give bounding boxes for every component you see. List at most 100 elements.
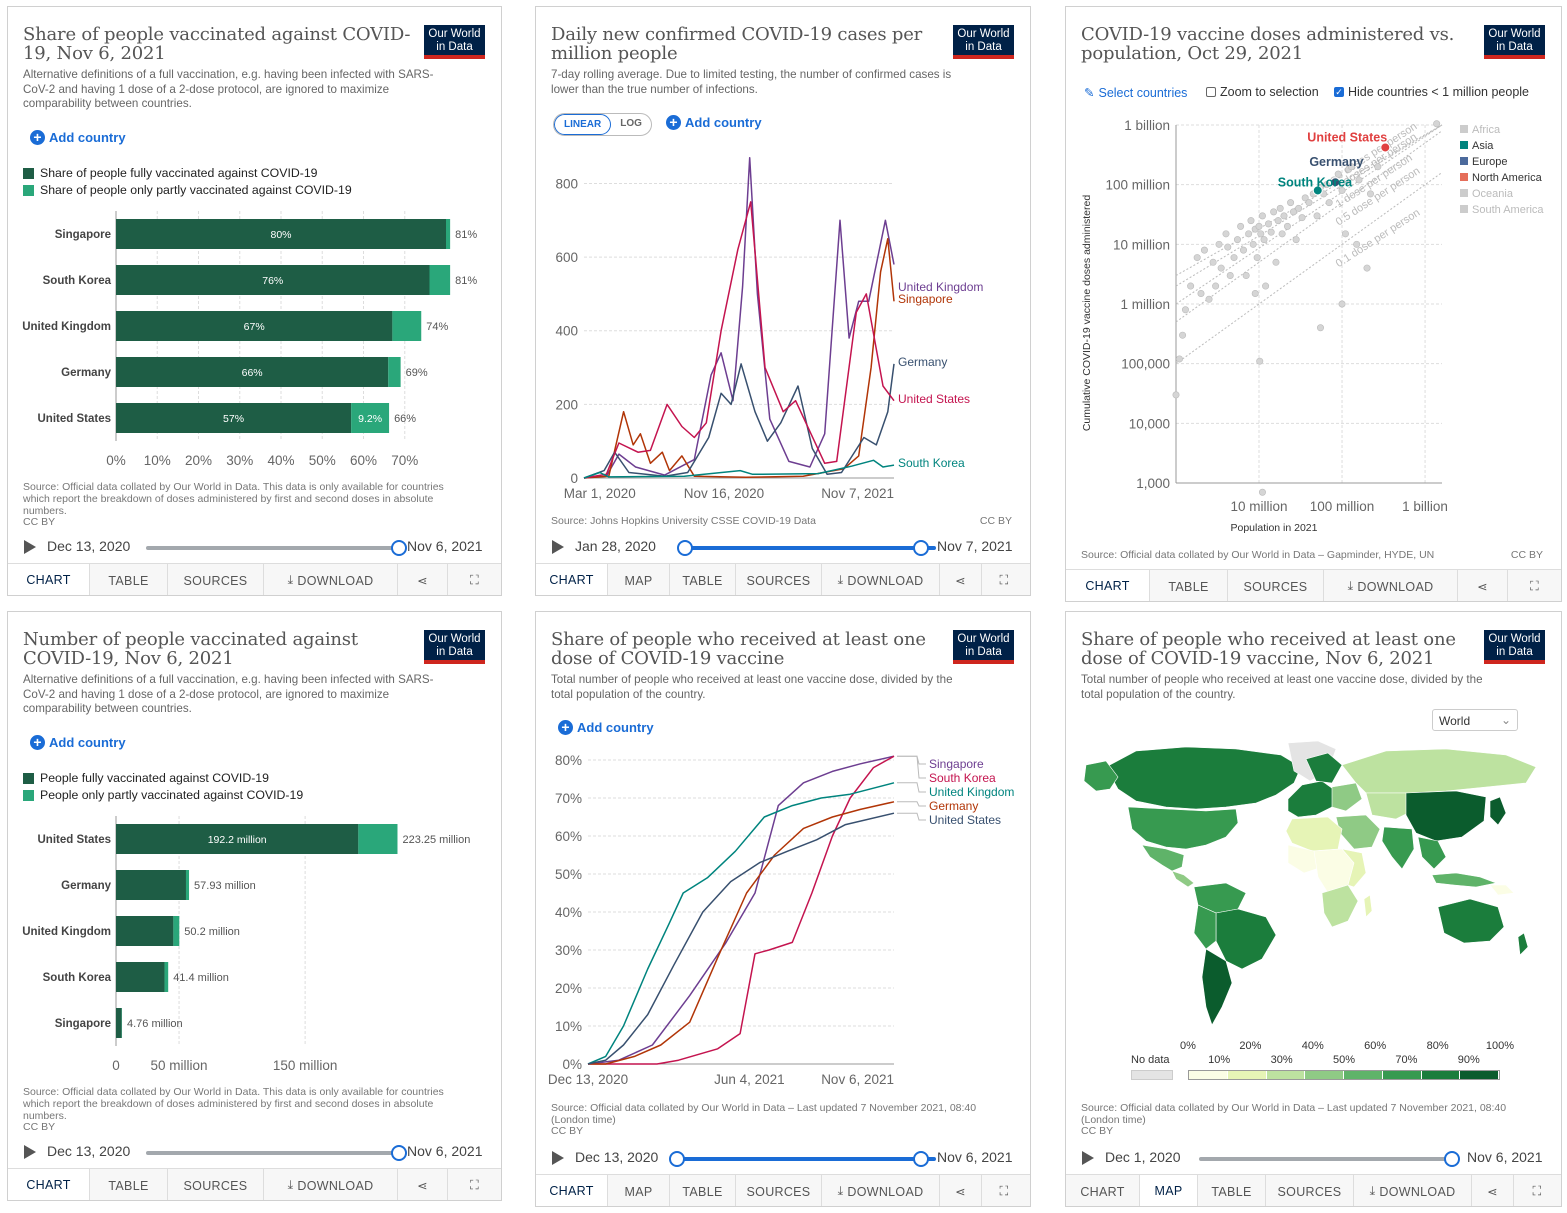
play-icon[interactable] bbox=[1082, 1151, 1094, 1165]
add-country-button[interactable]: + Add country bbox=[558, 720, 654, 735]
legend-swatch bbox=[23, 772, 34, 784]
timeline-handle-end[interactable] bbox=[913, 1151, 929, 1167]
tab-download[interactable]: ⤓ DOWNLOAD bbox=[1354, 1175, 1472, 1206]
download-icon: ⤓ bbox=[837, 573, 844, 587]
timeline-handle-end[interactable] bbox=[913, 540, 929, 556]
tab-map[interactable]: MAP bbox=[608, 564, 670, 595]
share-icon[interactable]: ⋖ bbox=[1472, 1175, 1514, 1206]
tab-chart[interactable]: CHART bbox=[8, 1169, 90, 1200]
map-madagascar bbox=[1363, 894, 1373, 918]
legend-item-fully[interactable]: Share of people fully vaccinated against… bbox=[23, 166, 318, 180]
add-country-button[interactable]: + Add country bbox=[30, 130, 126, 145]
zoom-to-selection-checkbox[interactable]: Zoom to selection bbox=[1206, 85, 1319, 99]
select-countries-button[interactable]: ✎ Select countries bbox=[1084, 85, 1188, 101]
bar-segment bbox=[446, 219, 451, 249]
timeline[interactable]: Dec 13, 2020 Nov 6, 2021 bbox=[23, 537, 486, 557]
scatter-point bbox=[1205, 295, 1213, 303]
timeline-track[interactable] bbox=[684, 546, 936, 550]
play-icon[interactable] bbox=[24, 1145, 36, 1159]
legend-item-partly[interactable]: Share of people only partly vaccinated a… bbox=[23, 183, 352, 197]
share-icon[interactable]: ⋖ bbox=[1458, 570, 1508, 601]
tab-sources[interactable]: SOURCES bbox=[168, 1169, 264, 1200]
tab-chart[interactable]: CHART bbox=[536, 1175, 608, 1206]
timeline-handle[interactable] bbox=[391, 540, 407, 556]
tab-table[interactable]: TABLE bbox=[1150, 570, 1228, 601]
play-icon[interactable] bbox=[24, 540, 36, 554]
y-tick-label: 80% bbox=[555, 753, 582, 768]
tab-map[interactable]: MAP bbox=[608, 1175, 670, 1206]
world-map[interactable] bbox=[1066, 737, 1562, 1067]
scatter-point bbox=[1212, 282, 1220, 290]
map-japan-korea bbox=[1489, 796, 1507, 826]
scatter-point bbox=[1209, 258, 1217, 266]
owid-logo[interactable]: Our World in Data bbox=[1484, 25, 1545, 59]
owid-logo[interactable]: Our World in Data bbox=[424, 630, 485, 664]
timeline[interactable]: Dec 1, 2020 Nov 6, 2021 bbox=[1081, 1148, 1546, 1168]
tab-table[interactable]: TABLE bbox=[1198, 1175, 1266, 1206]
timeline[interactable]: Dec 13, 2020 Nov 6, 2021 bbox=[23, 1142, 486, 1162]
timeline-track[interactable] bbox=[676, 1157, 936, 1161]
hide-small-countries-checkbox[interactable]: ✓ Hide countries < 1 million people bbox=[1334, 85, 1530, 99]
share-icon[interactable]: ⋖ bbox=[940, 1175, 982, 1206]
owid-logo[interactable]: Our World in Data bbox=[424, 25, 485, 59]
legend-item-fully[interactable]: People fully vaccinated against COVID-19 bbox=[23, 771, 269, 785]
owid-logo[interactable]: Our World in Data bbox=[1484, 630, 1545, 664]
timeline-handle[interactable] bbox=[391, 1145, 407, 1161]
play-icon[interactable] bbox=[552, 1151, 564, 1165]
legend-item-partly[interactable]: People only partly vaccinated against CO… bbox=[23, 788, 303, 802]
timeline-handle-start[interactable] bbox=[677, 540, 693, 556]
fullscreen-icon[interactable]: ⛶ bbox=[1529, 579, 1540, 593]
tab-chart[interactable]: CHART bbox=[8, 564, 90, 595]
fullscreen-icon[interactable]: ⛶ bbox=[1532, 1184, 1542, 1198]
owid-logo[interactable]: Our World in Data bbox=[953, 25, 1014, 59]
fullscreen-icon[interactable]: ⛶ bbox=[469, 573, 480, 587]
share-icon[interactable]: ⋖ bbox=[940, 564, 982, 595]
tab-map[interactable]: MAP bbox=[1140, 1175, 1198, 1206]
share-icon[interactable]: ⋖ bbox=[398, 1169, 448, 1200]
scale-linear-button[interactable]: LINEAR bbox=[554, 114, 612, 135]
tab-sources[interactable]: SOURCES bbox=[736, 564, 822, 595]
tab-sources[interactable]: SOURCES bbox=[736, 1175, 822, 1206]
timeline-handle[interactable] bbox=[1444, 1151, 1460, 1167]
tab-chart[interactable]: CHART bbox=[536, 564, 608, 595]
tab-table[interactable]: TABLE bbox=[670, 564, 736, 595]
tab-chart[interactable]: CHART bbox=[1066, 570, 1150, 601]
timeline-track[interactable] bbox=[146, 546, 396, 550]
tab-download[interactable]: ⤓ DOWNLOAD bbox=[264, 564, 398, 595]
tab-table[interactable]: TABLE bbox=[90, 1169, 168, 1200]
chart-subtitle: Alternative definitions of a full vaccin… bbox=[23, 68, 434, 110]
tab-download[interactable]: ⤓ DOWNLOAD bbox=[264, 1169, 398, 1200]
scale-log-button[interactable]: LOG bbox=[620, 118, 642, 129]
tab-table[interactable]: TABLE bbox=[670, 1175, 736, 1206]
bar-total-label: 223.25 million bbox=[402, 834, 470, 846]
share-icon[interactable]: ⋖ bbox=[398, 564, 448, 595]
add-country-button[interactable]: + Add country bbox=[666, 115, 762, 130]
timeline-track[interactable] bbox=[1199, 1157, 1459, 1161]
fullscreen-icon[interactable]: ⛶ bbox=[999, 573, 1009, 587]
tab-download[interactable]: ⤓ DOWNLOAD bbox=[822, 564, 940, 595]
scatter-point bbox=[1217, 264, 1225, 272]
tab-download[interactable]: ⤓ DOWNLOAD bbox=[822, 1175, 940, 1206]
fullscreen-icon[interactable]: ⛶ bbox=[469, 1178, 480, 1192]
tab-sources[interactable]: SOURCES bbox=[1228, 570, 1324, 601]
play-icon[interactable] bbox=[552, 540, 564, 554]
scale-swatch bbox=[1227, 1071, 1267, 1079]
add-country-button[interactable]: + Add country bbox=[30, 735, 126, 750]
timeline-track[interactable] bbox=[146, 1151, 396, 1155]
fullscreen-icon[interactable]: ⛶ bbox=[999, 1184, 1009, 1198]
bar-segment bbox=[116, 916, 174, 946]
region-select[interactable]: World ⌄ bbox=[1432, 709, 1518, 731]
scale-label-top: 80% bbox=[1426, 1040, 1449, 1052]
reference-line bbox=[1175, 172, 1443, 365]
tab-chart[interactable]: CHART bbox=[1066, 1175, 1140, 1206]
tab-sources[interactable]: SOURCES bbox=[1266, 1175, 1354, 1206]
owid-logo[interactable]: Our World in Data bbox=[953, 630, 1014, 664]
tab-sources[interactable]: SOURCES bbox=[168, 564, 264, 595]
timeline[interactable]: Dec 13, 2020 Nov 6, 2021 bbox=[551, 1148, 1015, 1168]
source-note: Source: Official data collated by Our Wo… bbox=[1081, 1102, 1507, 1126]
timeline-handle-start[interactable] bbox=[669, 1151, 685, 1167]
tab-table[interactable]: TABLE bbox=[90, 564, 168, 595]
timeline[interactable]: Jan 28, 2020 Nov 7, 2021 bbox=[551, 537, 1015, 557]
scale-label-bottom: 50% bbox=[1332, 1054, 1356, 1066]
tab-download[interactable]: ⤓ DOWNLOAD bbox=[1324, 570, 1458, 601]
